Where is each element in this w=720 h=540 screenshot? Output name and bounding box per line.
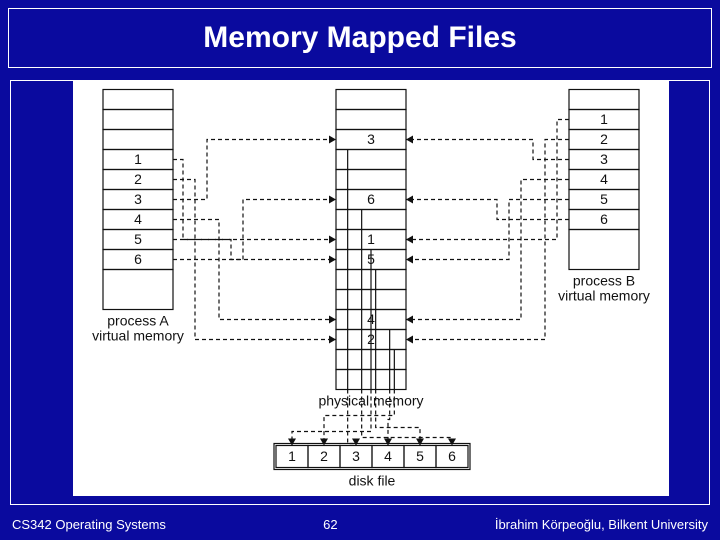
svg-text:virtual memory: virtual memory [558,288,650,304]
slide-title: Memory Mapped Files [21,21,699,55]
svg-text:1: 1 [367,231,375,247]
footer-right: İbrahim Körpeoğlu, Bilkent University [495,517,708,532]
svg-text:2: 2 [600,131,608,147]
svg-text:2: 2 [320,448,328,464]
slide-title-box: Memory Mapped Files [8,8,712,68]
svg-text:3: 3 [600,151,608,167]
memory-mapped-files-diagram: 123456 361542 123456 123456 process Avir… [73,81,669,496]
svg-text:6: 6 [367,191,375,207]
svg-text:5: 5 [416,448,424,464]
svg-text:1: 1 [288,448,296,464]
svg-text:3: 3 [367,131,375,147]
svg-text:3: 3 [134,191,142,207]
diagram-area: 123456 361542 123456 123456 process Avir… [10,80,710,505]
svg-text:1: 1 [134,151,142,167]
svg-text:4: 4 [384,448,392,464]
svg-text:6: 6 [600,211,608,227]
svg-text:5: 5 [600,191,608,207]
svg-text:physical memory: physical memory [318,393,423,409]
svg-text:6: 6 [448,448,456,464]
diagram-panel: 123456 361542 123456 123456 process Avir… [73,81,669,496]
svg-text:virtual memory: virtual memory [92,328,184,344]
footer-left: CS342 Operating Systems [12,517,166,532]
svg-text:6: 6 [134,251,142,267]
svg-text:process A: process A [107,313,169,329]
footer-page: 62 [323,517,337,532]
svg-text:process B: process B [573,273,635,289]
svg-text:1: 1 [600,111,608,127]
svg-text:4: 4 [134,211,142,227]
svg-text:5: 5 [134,231,142,247]
svg-text:3: 3 [352,448,360,464]
svg-text:2: 2 [134,171,142,187]
slide-footer: CS342 Operating Systems 62 İbrahim Körpe… [0,513,720,540]
svg-text:disk file: disk file [349,473,396,489]
svg-text:4: 4 [600,171,608,187]
